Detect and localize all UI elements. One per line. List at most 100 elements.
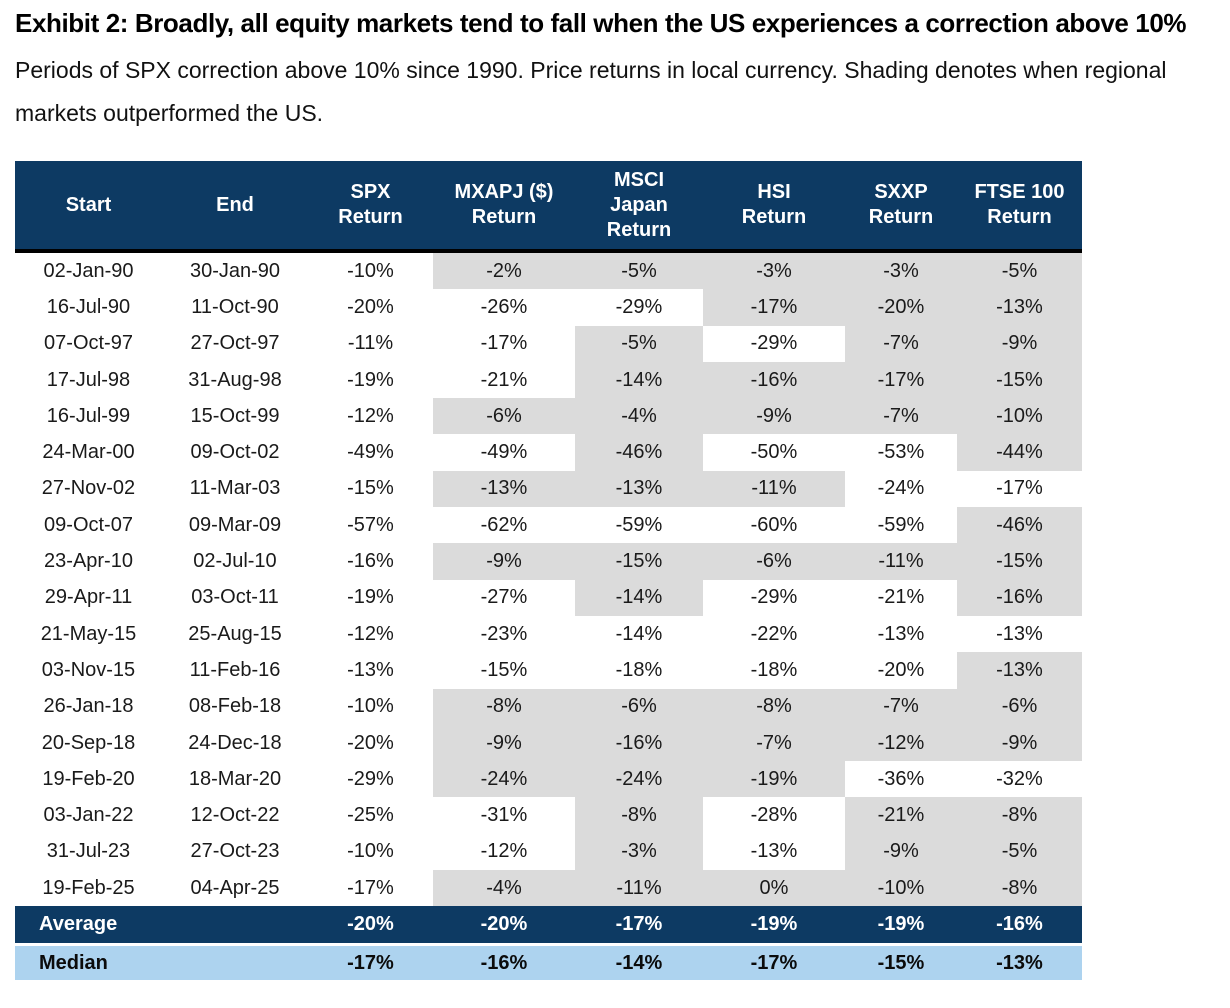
header-row: Start End SPX Return MXAPJ ($) Return MS… bbox=[15, 161, 1082, 253]
cell-spx: -16% bbox=[347, 550, 394, 573]
cell-msci-japan: -5% bbox=[575, 325, 703, 362]
cell-sxxp: -13% bbox=[877, 622, 925, 645]
cell-hsi: -11% bbox=[703, 470, 845, 508]
cell-hsi: -13% bbox=[750, 840, 798, 863]
cell-ftse100: -17% bbox=[996, 477, 1043, 500]
cell-ftse100: -9% bbox=[957, 325, 1082, 362]
cell-hsi: -60% bbox=[750, 513, 798, 536]
cell-mxapj: -4% bbox=[433, 870, 575, 907]
cell-msci-japan: -13% bbox=[575, 470, 703, 508]
cell-mxapj: -49% bbox=[480, 441, 528, 464]
cell-sxxp: -24% bbox=[877, 477, 925, 500]
average-mxapj: -20% bbox=[433, 906, 575, 945]
cell-start: 31-Jul-23 bbox=[46, 840, 131, 863]
col-header-end: End bbox=[162, 161, 308, 253]
col-header-hsi-return: HSI Return bbox=[703, 161, 845, 253]
cell-spx: -12% bbox=[347, 622, 394, 645]
cell-end: 12-Oct-22 bbox=[190, 804, 280, 827]
cell-ftse100: -8% bbox=[957, 870, 1082, 907]
median-label: Median bbox=[15, 943, 308, 981]
table-row: 02-Jan-90 30-Jan-90 -10% -2% -5% -3% -3% -5% bbox=[15, 251, 1082, 290]
cell-ftse100: -16% bbox=[957, 579, 1082, 616]
cell-sxxp: -17% bbox=[845, 361, 957, 399]
cell-ftse100: -13% bbox=[957, 289, 1082, 326]
cell-hsi: -9% bbox=[703, 398, 845, 435]
table-body: 02-Jan-90 30-Jan-90 -10% -2% -5% -3% -3% -5% 16-… bbox=[15, 251, 1082, 907]
cell-msci-japan: -5% bbox=[575, 251, 703, 290]
cell-end: 30-Jan-90 bbox=[189, 259, 281, 282]
table-row: 31-Jul-23 27-Oct-23 -10% -12% -3% -13% -9% -5% bbox=[15, 833, 1082, 871]
average-ftse100: -16% bbox=[957, 906, 1082, 945]
cell-msci-japan: -15% bbox=[575, 543, 703, 580]
table-row: 29-Apr-11 03-Oct-11 -19% -27% -14% -29% -21% -1… bbox=[15, 579, 1082, 616]
cell-end: 15-Oct-99 bbox=[190, 404, 280, 427]
cell-msci-japan: -14% bbox=[575, 361, 703, 399]
cell-end: 31-Aug-98 bbox=[188, 368, 282, 391]
cell-start: 21-May-15 bbox=[40, 622, 137, 645]
table-row: 23-Apr-10 02-Jul-10 -16% -9% -15% -6% -11% -15% bbox=[15, 543, 1082, 580]
cell-start: 16-Jul-99 bbox=[46, 404, 131, 427]
cell-sxxp: -10% bbox=[845, 870, 957, 907]
cell-spx: -19% bbox=[347, 586, 394, 609]
cell-end: 09-Mar-09 bbox=[188, 513, 282, 536]
cell-spx: -29% bbox=[347, 767, 394, 790]
cell-hsi: 0% bbox=[703, 870, 845, 907]
cell-start: 19-Feb-25 bbox=[42, 876, 135, 899]
cell-spx: -19% bbox=[347, 368, 394, 391]
cell-mxapj: -2% bbox=[433, 251, 575, 290]
cell-hsi: -18% bbox=[750, 658, 798, 681]
cell-sxxp: -7% bbox=[845, 325, 957, 362]
table-row: 19-Feb-25 04-Apr-25 -17% -4% -11% 0% -10% -8% bbox=[15, 870, 1082, 907]
average-msci-japan: -17% bbox=[575, 906, 703, 945]
cell-msci-japan: -46% bbox=[575, 434, 703, 471]
cell-sxxp: -21% bbox=[845, 797, 957, 834]
cell-sxxp: -9% bbox=[845, 833, 957, 871]
cell-start: 17-Jul-98 bbox=[46, 368, 131, 391]
col-header-ftse100-return: FTSE 100 Return bbox=[957, 161, 1082, 253]
cell-mxapj: -31% bbox=[480, 804, 528, 827]
cell-sxxp: -11% bbox=[845, 543, 957, 580]
cell-end: 27-Oct-97 bbox=[190, 332, 280, 355]
cell-mxapj: -62% bbox=[480, 513, 528, 536]
col-header-mxapj-return: MXAPJ ($) Return bbox=[433, 161, 575, 253]
cell-sxxp: -59% bbox=[877, 513, 925, 536]
cell-sxxp: -12% bbox=[845, 724, 957, 762]
cell-end: 27-Oct-23 bbox=[190, 840, 280, 863]
cell-hsi: -29% bbox=[750, 586, 798, 609]
table-footer: Average -20% -20% -17% -19% -19% -16% Me… bbox=[15, 906, 1082, 981]
cell-hsi: -7% bbox=[703, 724, 845, 762]
cell-start: 19-Feb-20 bbox=[42, 767, 135, 790]
cell-start: 03-Nov-15 bbox=[41, 658, 136, 681]
cell-mxapj: -24% bbox=[433, 761, 575, 798]
cell-hsi: -19% bbox=[703, 761, 845, 798]
cell-hsi: -22% bbox=[750, 622, 798, 645]
cell-start: 26-Jan-18 bbox=[43, 695, 134, 718]
cell-hsi: -28% bbox=[750, 804, 798, 827]
cell-ftse100: -44% bbox=[957, 434, 1082, 471]
cell-sxxp: -21% bbox=[877, 586, 925, 609]
cell-start: 23-Apr-10 bbox=[44, 550, 133, 573]
table-row: 20-Sep-18 24-Dec-18 -20% -9% -16% -7% -12% -9% bbox=[15, 724, 1082, 762]
cell-msci-japan: -11% bbox=[575, 870, 703, 907]
cell-spx: -25% bbox=[347, 804, 394, 827]
cell-ftse100: -10% bbox=[957, 398, 1082, 435]
cell-ftse100: -5% bbox=[957, 833, 1082, 871]
cell-hsi: -17% bbox=[703, 289, 845, 326]
cell-start: 16-Jul-90 bbox=[46, 295, 131, 318]
cell-spx: -12% bbox=[347, 404, 394, 427]
cell-sxxp: -20% bbox=[877, 658, 925, 681]
cell-ftse100: -15% bbox=[957, 361, 1082, 399]
average-spx: -20% bbox=[308, 906, 433, 945]
median-hsi: -17% bbox=[703, 943, 845, 981]
cell-spx: -49% bbox=[347, 441, 394, 464]
cell-start: 02-Jan-90 bbox=[43, 259, 134, 282]
cell-spx: -15% bbox=[347, 477, 394, 500]
median-mxapj: -16% bbox=[433, 943, 575, 981]
cell-end: 18-Mar-20 bbox=[188, 767, 282, 790]
cell-end: 25-Aug-15 bbox=[188, 622, 282, 645]
cell-sxxp: -3% bbox=[845, 251, 957, 290]
median-sxxp: -15% bbox=[845, 943, 957, 981]
cell-start: 29-Apr-11 bbox=[44, 586, 133, 609]
average-sxxp: -19% bbox=[845, 906, 957, 945]
cell-spx: -20% bbox=[347, 731, 394, 754]
